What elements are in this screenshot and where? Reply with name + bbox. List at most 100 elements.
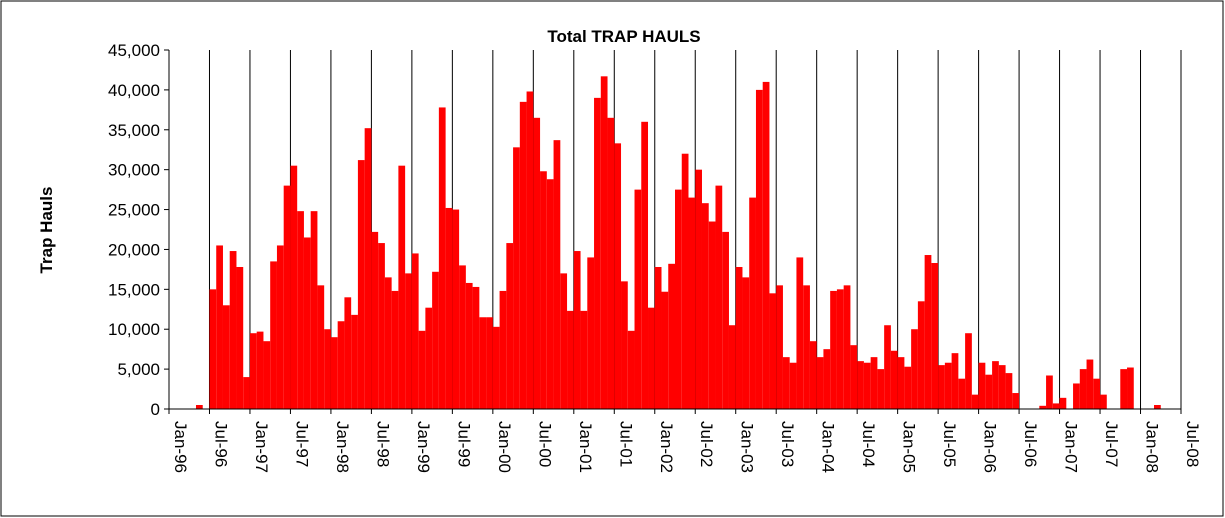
bar xyxy=(863,362,871,409)
bar xyxy=(418,330,426,409)
bar xyxy=(648,307,655,409)
bar xyxy=(722,231,729,409)
bar xyxy=(479,317,487,409)
y-tick-label: 15,000 xyxy=(108,280,160,299)
y-axis-title: Trap Hauls xyxy=(37,187,56,274)
y-tick-label: 45,000 xyxy=(108,41,160,60)
bar xyxy=(944,362,952,409)
x-tick-label: Jul-96 xyxy=(211,421,230,467)
bar xyxy=(533,117,541,410)
bar xyxy=(567,310,574,409)
bar xyxy=(337,321,345,409)
chart-title: Total TRAP HAULS xyxy=(547,27,700,46)
bar xyxy=(236,266,244,409)
bar xyxy=(816,357,824,409)
y-tick-label: 10,000 xyxy=(108,320,160,339)
y-tick-label: 25,000 xyxy=(108,201,160,220)
bar xyxy=(384,277,392,409)
bar xyxy=(472,286,480,409)
bar xyxy=(432,271,439,409)
x-tick-label: Jan-08 xyxy=(1143,421,1162,473)
bar xyxy=(627,330,635,409)
bar xyxy=(884,325,891,409)
bar xyxy=(1079,369,1087,409)
y-tick-label: 40,000 xyxy=(108,81,160,100)
bar xyxy=(796,257,804,409)
bar xyxy=(249,333,257,409)
bar xyxy=(850,345,858,409)
x-tick-label: Jul-00 xyxy=(535,421,554,467)
bar xyxy=(425,307,433,409)
bar xyxy=(789,362,797,409)
x-tick-label: Jan-05 xyxy=(900,421,919,473)
bar xyxy=(1073,383,1080,409)
bar xyxy=(971,394,979,409)
bar xyxy=(398,165,406,409)
x-tick-label: Jan-99 xyxy=(414,421,433,473)
bar xyxy=(769,293,777,409)
bar xyxy=(836,289,844,409)
bar xyxy=(560,273,568,409)
bar xyxy=(749,197,756,409)
y-tick-label: 5,000 xyxy=(117,360,160,379)
bar xyxy=(621,281,628,409)
bar xyxy=(762,81,770,410)
bar xyxy=(668,263,675,409)
bar xyxy=(270,261,277,409)
bar xyxy=(303,237,311,409)
x-tick-label: Jan-96 xyxy=(171,421,190,473)
bar xyxy=(992,361,999,409)
bar xyxy=(661,291,669,409)
y-tick-label: 35,000 xyxy=(108,121,160,140)
y-tick-label: 30,000 xyxy=(108,161,160,180)
bar xyxy=(526,91,534,410)
x-tick-label: Jan-98 xyxy=(333,421,352,473)
bar xyxy=(911,329,918,409)
bar xyxy=(1120,369,1128,409)
x-tick-label: Jan-02 xyxy=(657,421,676,473)
bar xyxy=(931,263,939,409)
x-tick-label: Jan-07 xyxy=(1062,421,1081,473)
bar xyxy=(978,362,986,409)
bar xyxy=(600,76,608,410)
bar xyxy=(276,245,284,409)
bar xyxy=(364,128,372,409)
x-tick-label: Jul-05 xyxy=(940,421,959,467)
bar xyxy=(803,285,810,409)
bar xyxy=(580,310,588,409)
x-tick-label: Jul-99 xyxy=(454,421,473,467)
bar xyxy=(904,366,912,409)
bar xyxy=(256,331,264,409)
bar xyxy=(675,189,682,409)
bar xyxy=(519,101,527,409)
bar xyxy=(897,357,905,409)
bar xyxy=(297,211,304,409)
bar xyxy=(641,121,649,410)
x-tick-label: Jan-01 xyxy=(576,421,595,473)
bar xyxy=(985,374,993,409)
bar xyxy=(1093,378,1101,409)
bar xyxy=(486,317,493,409)
bar xyxy=(951,353,959,409)
bar xyxy=(998,365,1006,409)
bar xyxy=(701,203,709,409)
x-tick-label: Jul-08 xyxy=(1183,421,1202,467)
bar xyxy=(452,209,460,409)
bar xyxy=(1046,375,1053,409)
x-tick-label: Jul-98 xyxy=(373,421,392,467)
bar xyxy=(890,350,898,409)
bar xyxy=(411,253,419,409)
x-tick-label: Jan-03 xyxy=(738,421,757,473)
x-tick-label: Jul-97 xyxy=(292,421,311,467)
bar xyxy=(1154,405,1161,409)
bar xyxy=(614,143,622,409)
bar xyxy=(357,160,365,409)
bar xyxy=(1005,373,1013,409)
bar xyxy=(938,365,945,409)
bar xyxy=(681,153,689,409)
bar xyxy=(391,290,399,409)
bar xyxy=(830,290,837,409)
x-tick-label: Jul-07 xyxy=(1102,421,1121,467)
bar xyxy=(1039,405,1047,409)
bar xyxy=(492,326,500,409)
